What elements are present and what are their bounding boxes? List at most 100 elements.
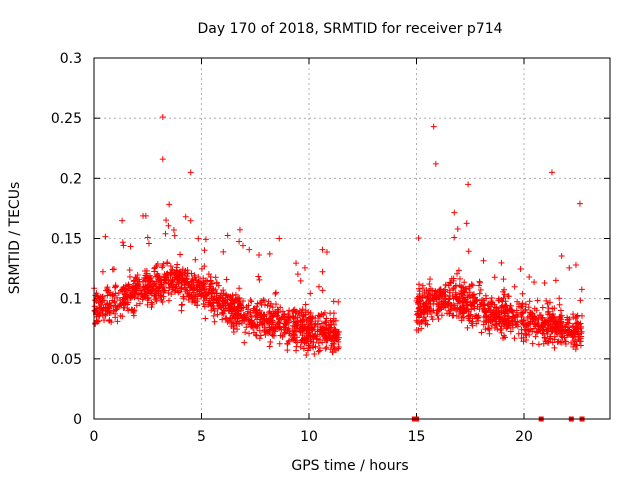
data-point	[179, 301, 186, 308]
data-point	[119, 217, 126, 224]
data-point	[307, 344, 314, 351]
data-point	[318, 320, 325, 327]
data-point	[541, 334, 548, 341]
data-point	[531, 279, 538, 286]
y-tick-label: 0.25	[51, 111, 82, 127]
data-point	[517, 265, 524, 272]
data-point	[568, 332, 575, 339]
data-point	[266, 315, 273, 322]
data-point	[517, 309, 524, 316]
data-point	[451, 209, 458, 216]
data-point	[267, 338, 274, 345]
data-point	[482, 309, 489, 316]
data-point	[140, 212, 147, 219]
data-point	[332, 334, 339, 341]
data-point	[330, 310, 337, 317]
data-point	[315, 312, 322, 319]
data-point	[548, 314, 555, 321]
data-point	[488, 316, 495, 323]
data-point	[102, 233, 109, 240]
data-point	[522, 301, 529, 308]
data-point	[213, 279, 220, 286]
data-point	[526, 298, 533, 305]
data-point	[449, 302, 456, 309]
data-point	[556, 316, 563, 323]
data-point	[191, 293, 198, 300]
plot-frame	[93, 57, 611, 420]
data-point	[430, 123, 437, 130]
data-point	[491, 301, 498, 308]
data-point	[532, 333, 539, 340]
data-point	[257, 332, 264, 339]
data-point	[549, 305, 556, 312]
data-point	[234, 295, 241, 302]
data-point	[475, 317, 482, 324]
data-point	[500, 332, 507, 339]
data-point	[481, 301, 488, 308]
data-point	[239, 242, 246, 249]
data-point	[299, 306, 306, 313]
data-point	[328, 342, 335, 349]
data-point	[454, 226, 461, 233]
data-point	[241, 339, 248, 346]
data-point	[246, 246, 253, 253]
data-point	[510, 313, 517, 320]
data-point	[147, 287, 154, 294]
data-point	[549, 311, 556, 318]
data-point	[182, 213, 189, 220]
data-point	[308, 327, 315, 334]
data-point	[308, 324, 315, 331]
data-point	[292, 337, 299, 344]
data-point	[297, 277, 304, 284]
data-point	[293, 260, 300, 267]
data-point	[216, 294, 223, 301]
data-point	[276, 235, 283, 242]
data-point	[319, 268, 326, 275]
data-point	[106, 305, 113, 312]
data-point	[261, 316, 268, 323]
data-point	[222, 297, 229, 304]
data-point	[189, 286, 196, 293]
data-point	[100, 307, 107, 314]
data-point	[145, 287, 152, 294]
data-point	[543, 317, 550, 324]
data-point	[211, 318, 218, 325]
data-point	[304, 325, 311, 332]
data-point	[511, 335, 518, 342]
data-point	[209, 290, 216, 297]
data-point	[256, 335, 263, 342]
data-point	[240, 304, 247, 311]
data-point	[245, 302, 252, 309]
data-point	[422, 307, 429, 314]
data-point	[551, 344, 558, 351]
data-point	[323, 325, 330, 332]
data-point	[420, 314, 427, 321]
data-point	[305, 320, 312, 327]
data-point	[303, 351, 310, 358]
data-point	[535, 328, 542, 335]
data-point	[275, 309, 282, 316]
data-point	[294, 325, 301, 332]
data-point	[177, 251, 184, 258]
data-point	[564, 314, 571, 321]
data-point	[164, 270, 171, 277]
data-point	[231, 312, 238, 319]
data-point	[574, 330, 581, 337]
data-point	[504, 324, 511, 331]
data-point	[497, 325, 504, 332]
data-point	[559, 329, 566, 336]
data-point	[167, 263, 174, 270]
data-point	[461, 289, 468, 296]
data-point	[119, 239, 126, 246]
data-point	[332, 326, 339, 333]
y-axis-label: SRMTID / TECUs	[7, 182, 23, 295]
data-point	[99, 299, 106, 306]
data-point	[503, 307, 510, 314]
data-point	[555, 338, 562, 345]
data-point	[435, 292, 442, 299]
data-point	[185, 293, 192, 300]
data-point	[572, 262, 579, 269]
data-point	[562, 323, 569, 330]
data-point	[201, 303, 208, 310]
data-point	[189, 279, 196, 286]
